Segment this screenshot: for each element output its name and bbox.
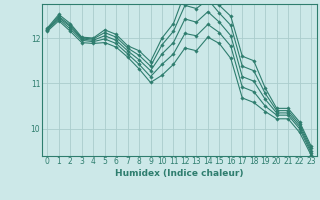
X-axis label: Humidex (Indice chaleur): Humidex (Indice chaleur) — [115, 169, 244, 178]
